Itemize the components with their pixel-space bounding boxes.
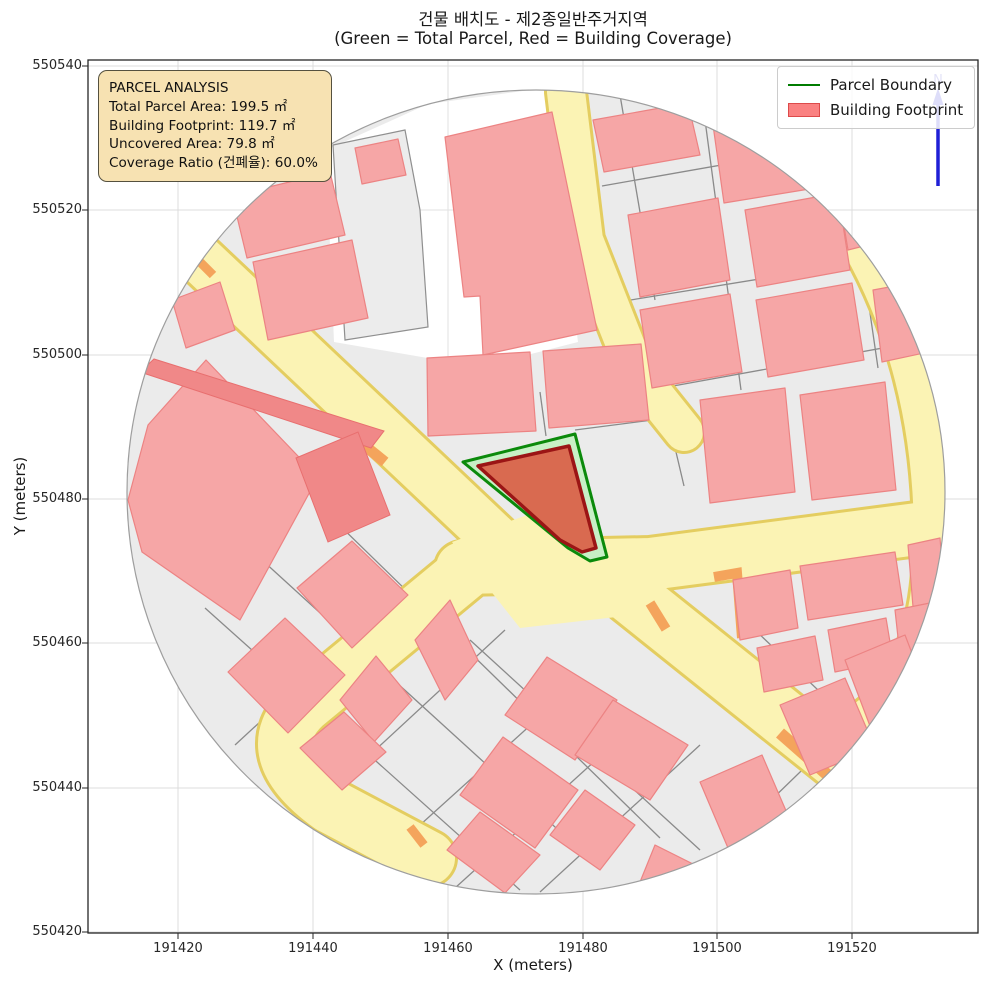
road-junction [452,505,650,628]
legend: Parcel Boundary Building Footprint [777,66,975,129]
red-patch-swatch [788,103,820,117]
x-axis-label: X (meters) [493,956,573,974]
y-tick-label: 550480 [32,491,82,506]
x-tick-label: 191420 [153,941,203,956]
y-tick-label: 550520 [32,202,82,217]
x-tick-label: 191480 [558,941,608,956]
map-area [127,90,945,894]
x-tick-label: 191520 [827,941,877,956]
y-tick-label: 550500 [32,347,82,362]
building-footprint-area: Building Footprint: 119.7 ㎡ [109,117,296,134]
roads [161,90,945,885]
legend-label: Building Footprint [830,101,964,119]
y-tick-label: 550540 [32,58,82,73]
y-axis-label: Y (meters) [11,456,29,536]
chart-subtitle: (Green = Total Parcel, Red = Building Co… [334,29,732,48]
total-parcel-area: Total Parcel Area: 199.5 ㎡ [109,98,288,115]
parcel-analysis-box: PARCEL ANALYSIS Total Parcel Area: 199.5… [98,70,332,182]
chart-title: 건물 배치도 - 제2종일반주거지역 [418,10,648,29]
coverage-ratio: Coverage Ratio (건폐율): 60.0% [109,155,318,171]
legend-item-parcel-boundary: Parcel Boundary [788,76,964,94]
uncovered-area: Uncovered Area: 79.8 ㎡ [109,136,275,153]
tick-marks [82,65,853,939]
x-tick-label: 191440 [288,941,338,956]
y-tick-label: 550460 [32,635,82,650]
buildings-overlap [139,358,391,543]
parcel-analysis-title: PARCEL ANALYSIS [109,80,229,96]
green-line-swatch [788,84,820,86]
y-tick-label: 550420 [32,924,82,939]
x-tick-label: 191460 [423,941,473,956]
axes-frame [87,59,979,934]
legend-label: Parcel Boundary [830,76,953,94]
x-tick-label: 191500 [692,941,742,956]
legend-item-building-footprint: Building Footprint [788,101,964,119]
map-extent-outline [126,89,946,895]
building-footprint-highlight [476,444,598,554]
y-tick-label: 550440 [32,780,82,795]
